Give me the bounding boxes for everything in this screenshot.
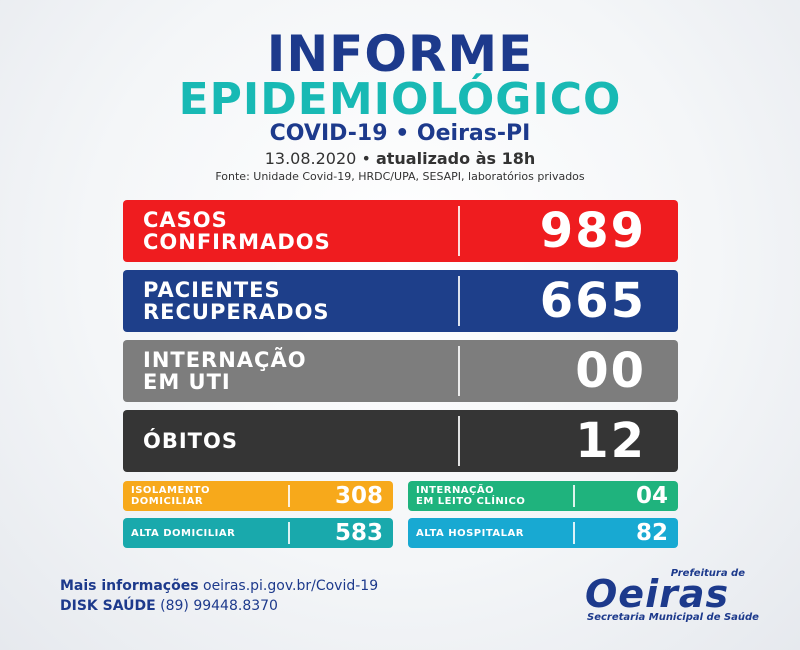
stat-icu: INTERNAÇÃO EM UTI 00	[123, 340, 678, 402]
divider	[458, 276, 460, 326]
date-line: 13.08.2020 • atualizado às 18h	[0, 149, 800, 169]
updated-time: atualizado às 18h	[375, 149, 536, 168]
divider	[458, 206, 460, 256]
stat-value: 989	[539, 203, 646, 259]
disk-saude-line: DISK SAÚDE (89) 99448.8370	[60, 597, 278, 615]
more-info-label: Mais informações	[60, 578, 199, 594]
stat-value: 82	[635, 520, 668, 546]
divider	[573, 522, 575, 544]
divider	[573, 485, 575, 507]
stat-value: 308	[334, 483, 383, 509]
title-line-1: INFORME	[266, 25, 534, 83]
divider	[288, 522, 290, 544]
stat-recovered: PACIENTES RECUPERADOS 665	[123, 270, 678, 332]
stat-hospital-discharge: ALTA HOSPITALAR 82	[408, 518, 678, 548]
disk-saude-phone: (89) 99448.8370	[160, 598, 278, 614]
divider	[288, 485, 290, 507]
stat-confirmed-cases: CASOS CONFIRMADOS 989	[123, 200, 678, 262]
oeiras-logo: Prefeitura de Oeiras Secretaria Municipa…	[585, 568, 765, 628]
source-note: Fonte: Unidade Covid-19, HRDC/UPA, SESAP…	[215, 170, 585, 183]
stat-deaths: ÓBITOS 12	[123, 410, 678, 472]
stat-clinical-bed: INTERNAÇÃO EM LEITO CLÍNICO 04	[408, 481, 678, 511]
stat-value: 00	[575, 343, 646, 399]
stat-value: 665	[539, 273, 646, 329]
stat-value: 583	[334, 520, 383, 546]
stat-label: CASOS CONFIRMADOS	[143, 208, 331, 254]
divider	[458, 416, 460, 466]
logo-prefix: Prefeitura de	[670, 568, 745, 579]
report-date: 13.08.2020	[264, 149, 357, 168]
subtitle: COVID-19 • Oeiras-PI	[269, 121, 531, 146]
stat-label: ALTA DOMICILIAR	[131, 527, 236, 539]
more-info-line: Mais informações oeiras.pi.gov.br/Covid-…	[60, 577, 378, 595]
stat-label: PACIENTES RECUPERADOS	[143, 278, 330, 324]
logo-department: Secretaria Municipal de Saúde	[587, 612, 759, 623]
stat-home-isolation: ISOLAMENTO DOMICILIAR 308	[123, 481, 393, 511]
stat-label: INTERNAÇÃO EM LEITO CLÍNICO	[416, 485, 526, 507]
stat-label: ISOLAMENTO DOMICILIAR	[131, 485, 211, 507]
logo-name: Oeiras	[585, 572, 730, 616]
title-line-2: EPIDEMIOLÓGICO	[178, 74, 622, 125]
bullet-separator: •	[361, 149, 376, 168]
stat-label: ÓBITOS	[143, 429, 238, 453]
stat-value: 04	[635, 483, 668, 509]
disk-saude-label: DISK SAÚDE	[60, 598, 156, 614]
stat-label: ALTA HOSPITALAR	[416, 527, 524, 539]
stat-label: INTERNAÇÃO EM UTI	[143, 348, 307, 394]
divider	[458, 346, 460, 396]
info-url-link[interactable]: oeiras.pi.gov.br/Covid-19	[203, 578, 379, 594]
stat-home-discharge: ALTA DOMICILIAR 583	[123, 518, 393, 548]
stat-value: 12	[575, 413, 646, 469]
